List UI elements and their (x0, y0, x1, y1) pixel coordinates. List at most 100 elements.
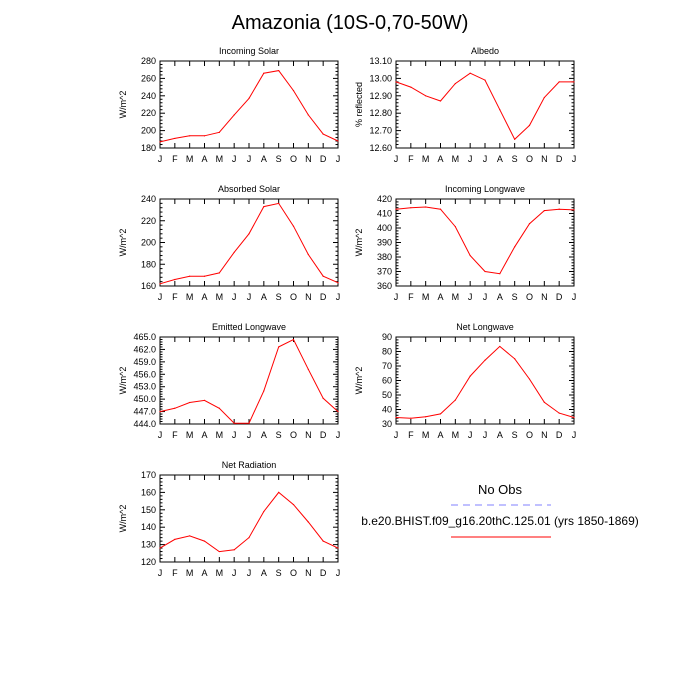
x-tick-label: J (158, 292, 163, 302)
y-axis-label: W/m^2 (118, 91, 128, 119)
data-point (425, 95, 427, 97)
data-point (248, 422, 250, 424)
data-point (278, 69, 280, 72)
data-point (425, 206, 427, 208)
data-point (174, 538, 176, 540)
x-tick-label: J (336, 430, 341, 440)
y-tick-label: 465.0 (133, 332, 156, 342)
data-point (159, 547, 161, 549)
data-point (337, 410, 339, 413)
x-tick-label: J (572, 430, 577, 440)
y-tick-label: 459.0 (133, 357, 156, 367)
data-point (322, 540, 324, 542)
y-tick-label: 260 (141, 73, 156, 83)
data-point (189, 275, 191, 277)
x-tick-label: J (247, 292, 252, 302)
data-point (263, 390, 265, 392)
y-tick-label: 200 (141, 126, 156, 136)
data-point (159, 283, 161, 285)
panel-title: Net Radiation (222, 460, 277, 470)
y-tick-label: 410 (377, 209, 392, 219)
x-tick-label: D (556, 430, 563, 440)
data-point (439, 208, 442, 210)
data-point (528, 124, 531, 126)
x-tick-label: A (201, 154, 207, 164)
x-tick-label: M (216, 430, 224, 440)
y-tick-label: 12.70 (369, 126, 392, 136)
x-tick-label: D (320, 154, 327, 164)
x-tick-label: D (320, 292, 327, 302)
panel-title: Absorbed Solar (218, 184, 280, 194)
x-tick-label: M (216, 154, 224, 164)
y-tick-label: 390 (377, 238, 392, 248)
x-tick-label: J (572, 154, 577, 164)
x-tick-label: J (158, 568, 163, 578)
y-tick-label: 450.0 (133, 394, 156, 404)
x-tick-label: S (276, 430, 282, 440)
x-tick-label: N (541, 154, 548, 164)
x-tick-label: J (158, 430, 163, 440)
x-tick-label: J (394, 292, 399, 302)
y-tick-label: 180 (141, 143, 156, 153)
x-tick-label: F (408, 292, 414, 302)
data-point (322, 397, 324, 399)
data-point (573, 209, 575, 211)
data-point (484, 79, 486, 81)
y-tick-label: 180 (141, 259, 156, 269)
x-tick-label: M (216, 568, 224, 578)
data-point (218, 131, 220, 133)
y-tick-label: 150 (141, 505, 156, 515)
y-axis-label: W/m^2 (118, 505, 128, 533)
data-point (263, 510, 265, 513)
data-point (484, 270, 486, 273)
data-point (189, 401, 191, 404)
x-tick-label: D (556, 292, 563, 302)
data-point (337, 282, 339, 284)
x-tick-label: J (232, 154, 237, 164)
data-point (233, 251, 235, 253)
data-point (174, 137, 176, 140)
x-tick-label: J (232, 292, 237, 302)
x-tick-label: J (468, 430, 473, 440)
y-axis-label: W/m^2 (118, 229, 128, 257)
data-point (218, 407, 220, 409)
data-point (218, 550, 220, 553)
x-tick-label: J (336, 292, 341, 302)
plot-frame (159, 336, 339, 425)
data-point (410, 86, 412, 88)
data-point (307, 114, 309, 116)
x-tick-label: A (261, 154, 267, 164)
data-point (292, 338, 295, 341)
data-point (337, 140, 339, 142)
x-tick-label: J (394, 154, 399, 164)
series-line (159, 202, 339, 285)
data-point (263, 206, 265, 208)
x-tick-label: F (172, 568, 178, 578)
data-point (278, 491, 280, 493)
data-point (454, 399, 456, 401)
x-tick-label: A (437, 292, 443, 302)
y-tick-label: 240 (141, 91, 156, 101)
data-point (395, 208, 397, 210)
x-tick-label: A (497, 292, 503, 302)
data-point (248, 537, 250, 539)
y-tick-label: 360 (377, 281, 392, 291)
x-tick-label: M (186, 568, 194, 578)
x-tick-label: M (452, 154, 460, 164)
x-tick-label: J (232, 568, 237, 578)
data-point (233, 114, 235, 116)
x-tick-label: J (468, 154, 473, 164)
data-point (203, 275, 206, 277)
data-point (233, 549, 235, 551)
x-tick-label: O (290, 568, 297, 578)
legend-model-label: b.e20.BHIST.f09_g16.20thC.125.01 (yrs 18… (361, 514, 639, 528)
panel-4: Incoming Longwave W/m^2 360 370 380 390 400 410… (354, 184, 576, 302)
x-tick-label: J (468, 292, 473, 302)
y-tick-label: 370 (377, 267, 392, 277)
y-tick-label: 280 (141, 56, 156, 66)
data-point (248, 233, 250, 235)
y-tick-label: 50 (382, 390, 392, 400)
